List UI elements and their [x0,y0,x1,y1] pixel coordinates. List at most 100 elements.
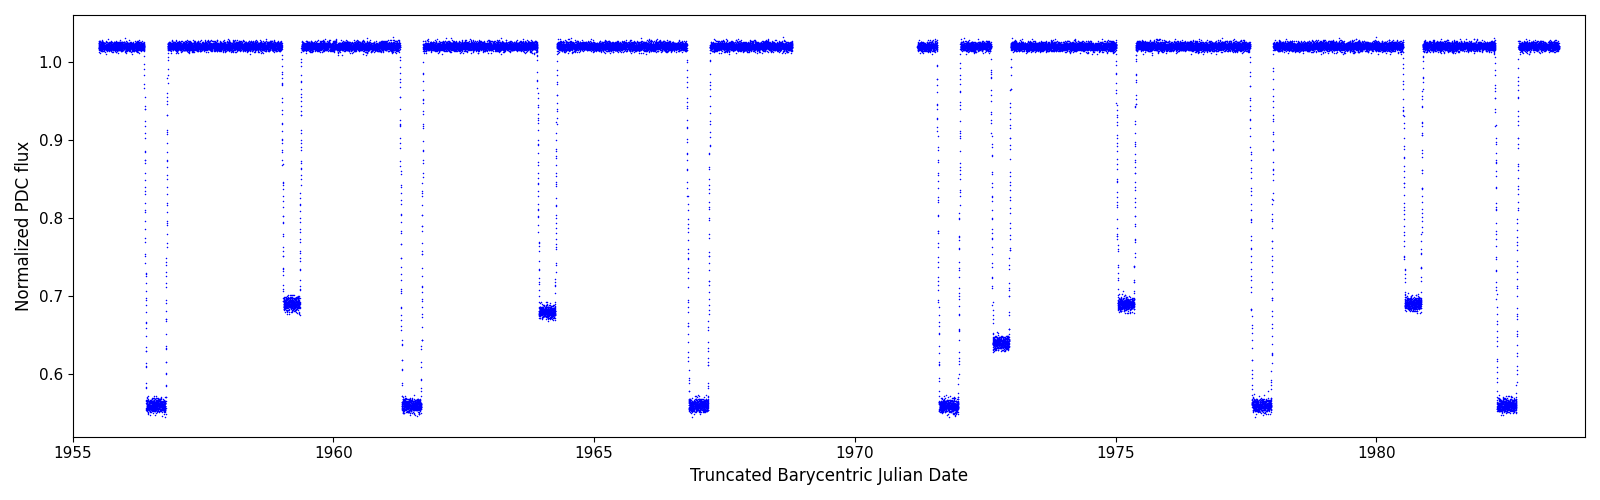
Point [930,400,955,408]
Point [486,44,512,52]
Point [352,48,378,56]
Point [1394,294,1419,302]
Point [155,49,181,57]
Point [1162,41,1187,49]
Point [1453,44,1478,52]
Point [440,36,466,44]
Point [1414,40,1440,48]
Point [232,41,258,49]
Point [1286,38,1312,46]
Point [1027,44,1053,52]
Point [1192,42,1218,50]
Point [1165,44,1190,52]
Point [960,46,986,54]
Point [941,406,966,414]
Point [1461,46,1486,54]
Point [397,398,422,406]
Point [410,86,435,94]
Point [773,44,798,52]
Point [691,404,717,412]
Point [102,40,128,48]
Point [363,42,389,50]
Point [430,44,456,52]
Point [1040,42,1066,50]
Point [658,40,683,48]
Point [563,38,589,46]
Point [773,43,798,51]
Point [1232,45,1258,53]
Point [1192,46,1218,54]
Point [1286,42,1312,50]
Point [371,38,397,46]
Point [160,38,186,46]
Point [181,42,206,50]
Point [1200,40,1226,48]
Point [1246,404,1272,412]
Point [1371,44,1397,52]
Point [506,39,531,47]
Point [1430,45,1456,53]
Point [1128,42,1154,50]
Point [965,46,990,54]
Point [1469,41,1494,49]
Point [1075,46,1101,54]
Point [486,42,512,50]
Point [680,400,706,408]
Point [1002,42,1027,50]
Point [718,44,744,52]
Point [490,40,515,48]
Point [1038,42,1064,50]
Point [163,41,189,49]
Point [277,300,302,308]
Point [906,44,931,52]
Point [1528,45,1554,53]
Point [710,42,736,50]
Point [722,44,747,52]
Point [1221,46,1246,54]
Point [1339,44,1365,52]
Point [1354,42,1379,50]
Point [1400,303,1426,311]
Point [408,400,434,408]
Point [1280,43,1306,51]
Point [174,39,200,47]
Point [421,44,446,52]
Point [1243,401,1269,409]
Point [410,96,435,104]
Point [726,46,752,54]
Point [603,42,629,50]
Point [472,40,498,48]
Point [995,340,1021,348]
Point [622,43,648,51]
Point [197,43,222,51]
Point [552,44,578,52]
Point [522,44,547,52]
Point [1522,41,1547,49]
Point [757,43,782,51]
Point [226,44,251,52]
Point [509,40,534,48]
Point [906,36,931,44]
Point [1379,44,1405,52]
Point [206,45,232,53]
Point [525,141,550,149]
Point [427,40,453,48]
Point [1482,49,1507,57]
Point [126,43,152,51]
Point [1536,42,1562,50]
Point [704,44,730,52]
Point [1267,42,1293,50]
Point [1195,39,1221,47]
Point [501,40,526,48]
Point [350,40,376,48]
Point [1398,304,1424,312]
Point [1507,40,1533,48]
Point [253,42,278,50]
Point [1171,39,1197,47]
Point [650,42,675,50]
Point [714,46,739,54]
Point [1448,40,1474,48]
Point [306,46,331,54]
Point [592,44,618,52]
Point [1142,42,1168,50]
